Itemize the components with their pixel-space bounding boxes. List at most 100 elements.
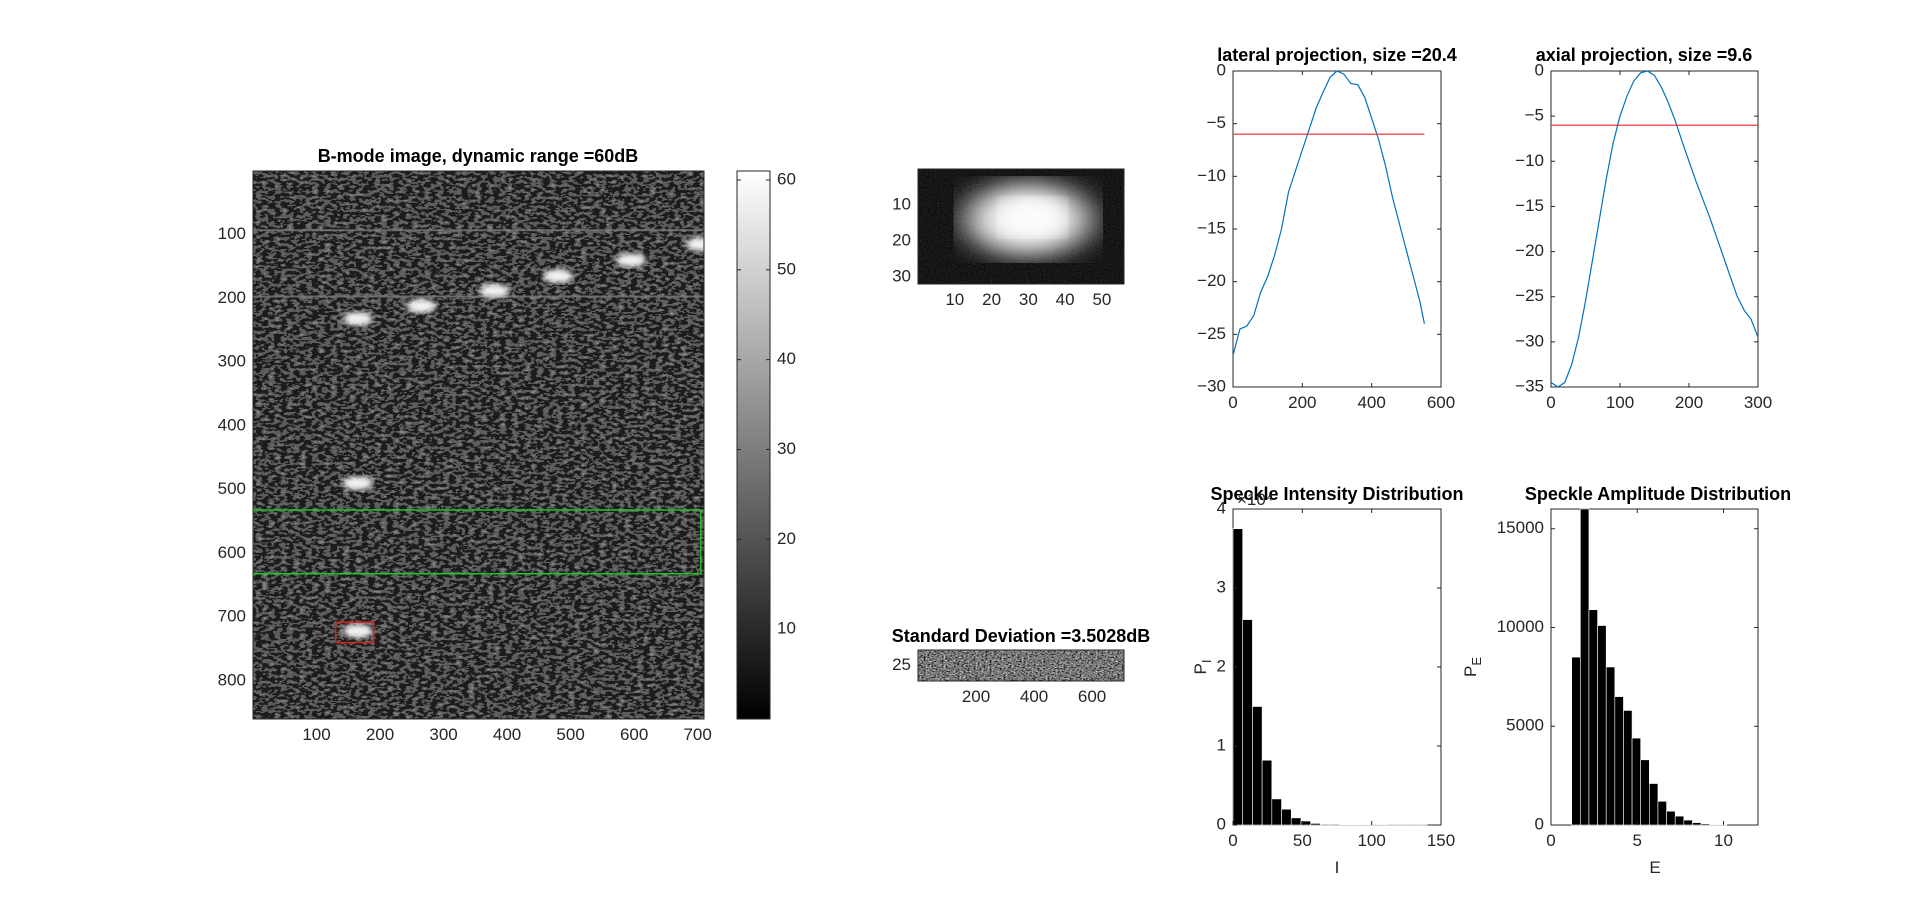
axial-ytick-label: −5 [1525,106,1544,125]
bmode-ytick-label: 600 [218,543,246,562]
colorbar-tick-label: 40 [777,349,796,368]
amplitude-xlabel: E [1649,858,1660,877]
std-xtick-label: 200 [962,687,990,706]
bmode-xtick-label: 100 [302,725,330,744]
intensity-bar [1329,823,1341,826]
intensity-bar [1252,706,1263,826]
amplitude-xtick-label: 0 [1546,831,1555,850]
axial-ytick-label: −20 [1515,241,1544,260]
axial-ytick-label: −35 [1515,376,1544,395]
lateral-ytick-label: −20 [1197,271,1226,290]
bmode-xtick-label: 600 [620,725,648,744]
lateral-series-0 [1232,70,1425,356]
point-target [342,311,373,326]
psf-xtick-label: 30 [1019,290,1038,309]
intensity-xtick-label: 150 [1427,831,1455,850]
lateral-ytick-label: −15 [1197,218,1226,237]
std-xtick-label: 400 [1020,687,1048,706]
amplitude-bar [1605,666,1616,826]
bmode-ytick-label: 800 [218,670,246,689]
std-ytick-label: 25 [892,655,911,674]
std-title: Standard Deviation =3.5028dB [892,626,1151,646]
bmode-ytick-label: 700 [218,607,246,626]
point-target [479,283,510,298]
amplitude-bar [1640,759,1650,826]
point-target [685,237,704,252]
bmode-ytick-label: 500 [218,479,246,498]
psf-image [918,169,1124,284]
lateral-ytick-label: −5 [1207,113,1226,132]
std-panel: Standard Deviation =3.5028dB 200 400 600 2… [892,626,1151,706]
psf-panel: 10 20 30 40 50 10 20 30 [892,168,1125,309]
psf-blob-core [1002,199,1063,236]
bmode-ytick-label: 100 [218,224,246,243]
amplitude-bar [1580,508,1590,826]
amplitude-bar [1571,656,1581,826]
axial-ytick-label: −25 [1515,286,1544,305]
roi-green-box [253,509,702,575]
bmode-ytick-label: 200 [218,288,246,307]
point-target [342,476,373,491]
axial-ytick-label: −15 [1515,196,1544,215]
lateral-ytick-label: −30 [1197,376,1226,395]
colorbar: 10 20 30 40 50 60 [736,169,796,720]
std-xtick-label: 600 [1078,687,1106,706]
point-target [615,253,646,268]
amplitude-ytick-label: 10000 [1497,617,1544,636]
lateral-ytick-label: −10 [1197,166,1226,185]
amplitude-bar [1674,815,1685,826]
amplitude-bar [1649,783,1659,826]
axial-xtick-label: 200 [1675,393,1703,412]
axial-xtick-label: 0 [1546,393,1555,412]
axial-panel: axial projection, size =9.6 0 100 200 3000−… [1515,45,1772,412]
colorbar-gradient [736,170,771,720]
amplitude-bar [1683,819,1693,826]
point-target [542,269,573,284]
bmode-xtick-label: 500 [556,725,584,744]
amplitude-ylabel: PE [1461,657,1484,677]
std-image [918,650,1124,681]
intensity-xtick-label: 50 [1293,831,1312,850]
intensity-ytick-label: 0 [1217,814,1226,833]
intensity-bar [1261,759,1273,826]
axial-frame [1550,70,1759,388]
axial-ytick-label: −10 [1515,151,1544,170]
psf-ytick-label: 20 [892,230,911,249]
intensity-panel: 0 50 100 150 0 1 2 3 4 Speckle Intensity Distrib… [1191,484,1464,877]
point-target [342,624,373,639]
lateral-xtick-label: 200 [1288,393,1316,412]
amplitude-bar [1597,625,1607,826]
amplitude-bar [1631,737,1641,826]
intensity-ytick-label: 2 [1217,656,1226,675]
intensity-ytick-label: 1 [1217,735,1226,754]
psf-xtick-label: 50 [1092,290,1111,309]
axial-xtick-label: 100 [1606,393,1634,412]
amplitude-title: Speckle Amplitude Distribution [1525,484,1791,504]
psf-xtick-label: 20 [982,290,1001,309]
colorbar-tick-label: 20 [777,529,796,548]
colorbar-tick-label: 10 [777,619,796,638]
amplitude-ytick-label: 5000 [1506,716,1544,735]
intensity-ylabel: PI [1191,660,1214,675]
intensity-bar [1290,817,1302,826]
amplitude-bar [1709,824,1719,826]
intensity-title: Speckle Intensity Distribution [1210,484,1463,504]
intensity-ytick-label: 3 [1217,577,1226,596]
amplitude-bar [1588,609,1598,826]
intensity-bar [1271,798,1282,826]
bmode-title: B-mode image, dynamic range =60dB [318,146,639,166]
lateral-ytick-label: 0 [1217,60,1226,79]
intensity-exponent: ×10⁴ [1237,490,1273,509]
amplitude-bar [1692,822,1702,826]
intensity-bar [1242,619,1253,826]
colorbar-tick-label: 60 [777,169,796,188]
lateral-ytick-label: −25 [1197,324,1226,343]
bmode-image [253,171,704,719]
intensity-bar [1300,820,1311,826]
lateral-panel: lateral projection, size =20.4 0 200 400 60… [1197,45,1457,412]
amplitude-panel: Speckle Amplitude Distribution 0 5 10 0 5000… [1461,484,1791,877]
intensity-xtick-label: 0 [1228,831,1237,850]
colorbar-tick-label: 30 [777,439,796,458]
bmode-ytick-label: 300 [218,352,246,371]
amplitude-bar [1623,710,1633,826]
